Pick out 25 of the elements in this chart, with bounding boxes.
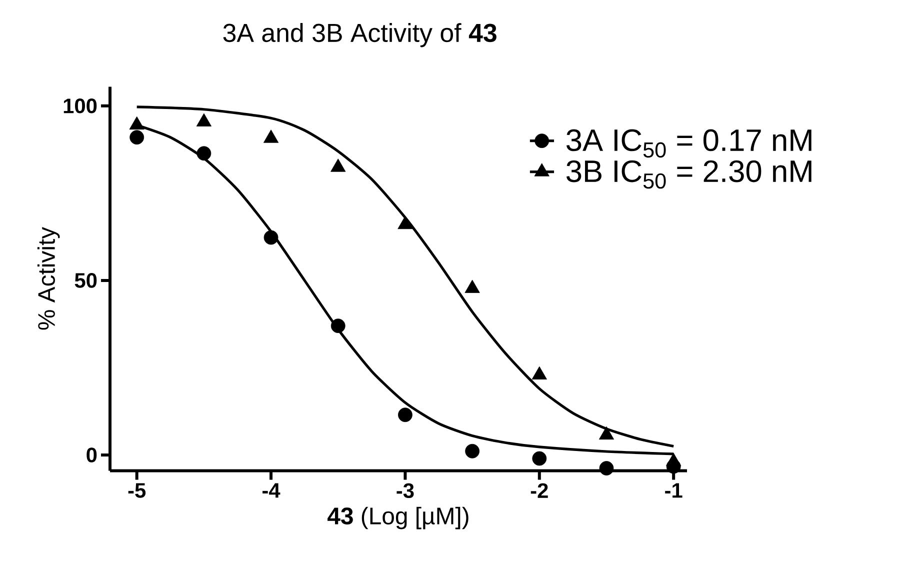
x-tick-label: -4 (262, 483, 280, 498)
x-tick-label: -3 (396, 483, 414, 498)
x-tick-label: -5 (128, 483, 146, 498)
y-axis-title: % Activity (37, 226, 60, 330)
point (330, 158, 346, 172)
legend-label: 3A IC$_{50}$ = 0.17 nM (566, 129, 812, 158)
point (264, 230, 278, 245)
y-tick-label: 50 (74, 273, 97, 288)
x-tick-label: -1 (665, 483, 682, 498)
point (330, 318, 346, 334)
x-axis-title: 43 (Log [µM]) (328, 506, 468, 530)
legend-label: 3B IC$_{50}$ = 2.30 nM (566, 160, 812, 189)
x-tick-label: -2 (530, 483, 548, 498)
point (196, 113, 212, 126)
point (398, 408, 412, 422)
point (599, 461, 614, 476)
point (532, 451, 547, 466)
y-tick-label: 0 (86, 448, 97, 462)
chart-title: 3A and 3B Activity of 43 (223, 23, 496, 48)
y-tick-label: 100 (64, 98, 97, 114)
point (464, 280, 480, 293)
point (398, 216, 413, 230)
point (263, 130, 279, 143)
point (465, 444, 480, 458)
point (129, 116, 144, 130)
